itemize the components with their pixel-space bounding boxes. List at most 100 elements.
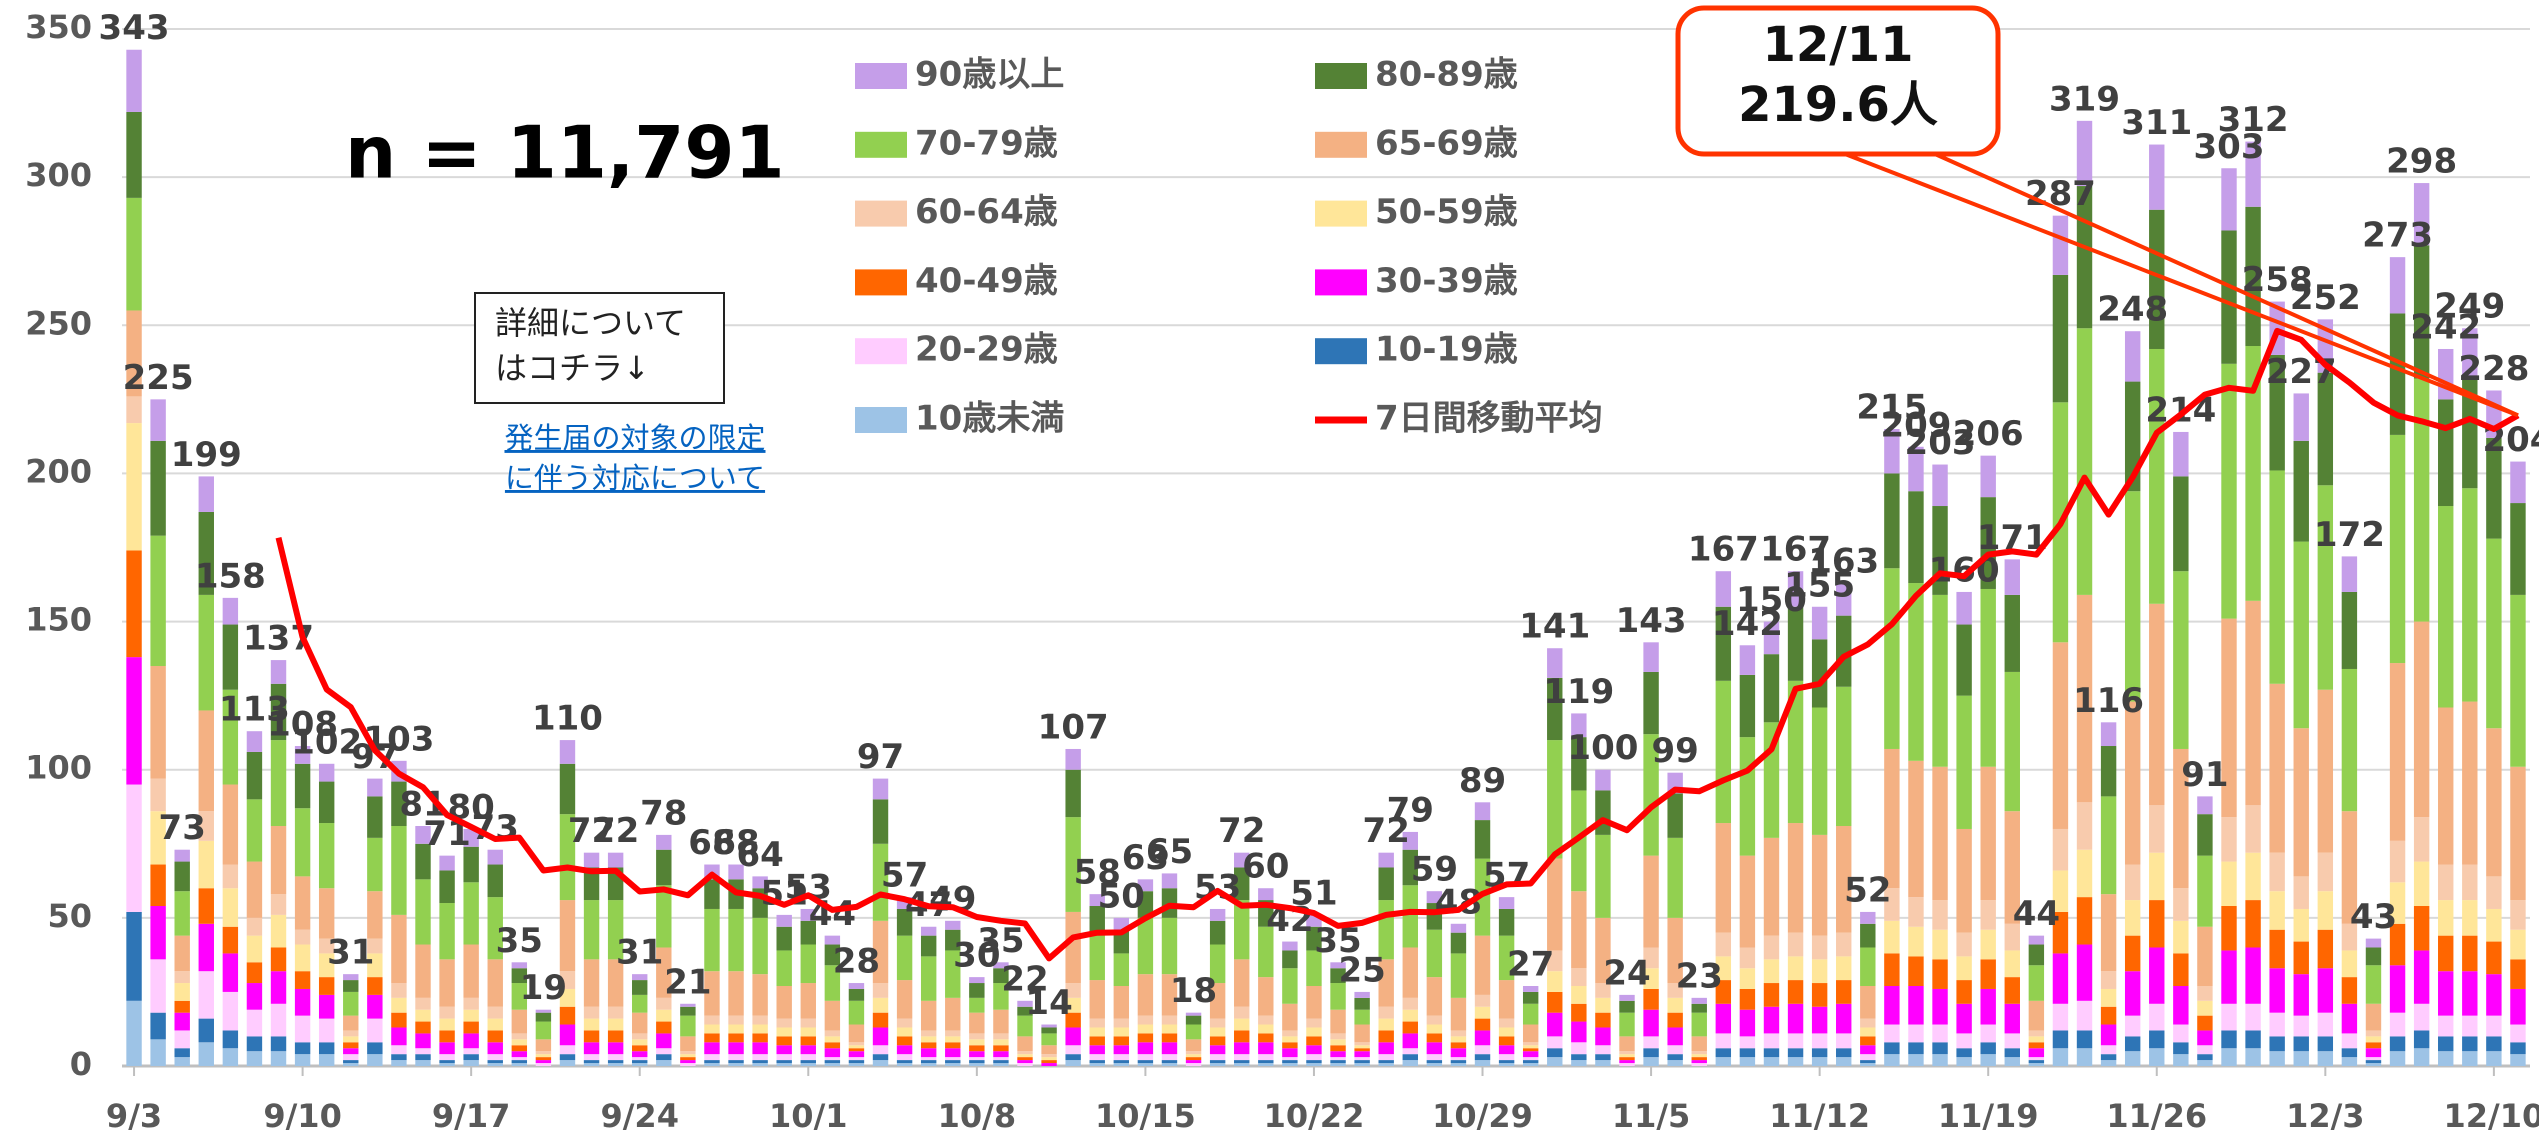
bar-segment bbox=[2293, 728, 2309, 877]
bar-segment bbox=[1595, 790, 1611, 835]
bar-segment bbox=[2293, 1036, 2309, 1052]
bar-segment bbox=[1234, 1054, 1250, 1061]
bar-segment bbox=[1474, 1045, 1491, 1055]
bar-segment bbox=[1522, 1003, 1539, 1025]
bar-segment bbox=[848, 1045, 865, 1049]
bar-segment bbox=[848, 1063, 865, 1066]
bar-segment bbox=[632, 1063, 648, 1066]
bar-segment bbox=[656, 997, 672, 1010]
bar-segment bbox=[2341, 1033, 2358, 1049]
bar-segment bbox=[776, 1045, 792, 1055]
bar-segment bbox=[535, 1054, 552, 1058]
bar-segment bbox=[1739, 988, 1756, 1010]
bar-segment bbox=[2076, 594, 2093, 803]
bar-segment bbox=[294, 746, 311, 764]
bar-segment bbox=[2317, 968, 2334, 1013]
bar-segment bbox=[728, 1060, 744, 1064]
bar-segment bbox=[367, 837, 383, 892]
bar-segment bbox=[607, 1063, 624, 1066]
bar-segment bbox=[680, 1060, 696, 1064]
bar-segment bbox=[993, 1057, 1009, 1061]
bar-segment bbox=[1402, 1060, 1418, 1066]
note-box bbox=[474, 292, 725, 404]
bar-segment bbox=[993, 1060, 1009, 1064]
bar-segment bbox=[800, 1063, 816, 1066]
bar-segment bbox=[1209, 1045, 1226, 1055]
legend-swatch bbox=[1315, 63, 1367, 89]
bar-segment bbox=[1787, 1003, 1804, 1034]
y-tick-label: 350 bbox=[25, 8, 92, 46]
bar-segment bbox=[150, 811, 166, 865]
bar-segment bbox=[920, 926, 937, 936]
bar-segment bbox=[198, 594, 214, 711]
bar-segment bbox=[1089, 906, 1105, 933]
bar-segment bbox=[246, 962, 263, 984]
bar-segment bbox=[2317, 485, 2334, 690]
bar-segment bbox=[2486, 908, 2502, 942]
bar-segment bbox=[318, 938, 335, 954]
legend-label: 70-79歳 bbox=[915, 123, 1058, 163]
y-tick-label: 200 bbox=[25, 452, 92, 490]
bar-segment bbox=[2438, 971, 2454, 1016]
bar-segment bbox=[391, 1045, 407, 1055]
bar-segment bbox=[2413, 1030, 2430, 1049]
bar-segment bbox=[367, 778, 383, 797]
bar-segment bbox=[1522, 986, 1539, 992]
bar-segment bbox=[1354, 1051, 1370, 1058]
bar-segment bbox=[656, 1021, 672, 1034]
bar-segment bbox=[848, 1051, 865, 1058]
bar-segment bbox=[2173, 571, 2189, 749]
bar-segment bbox=[1306, 1063, 1322, 1066]
bar-segment bbox=[896, 1045, 913, 1055]
bar-segment bbox=[1089, 1036, 1105, 1046]
bar-segment bbox=[1884, 473, 1900, 569]
bar-segment bbox=[487, 959, 503, 1007]
bar-segment bbox=[367, 938, 383, 954]
bar-segment bbox=[1691, 1051, 1707, 1055]
bar-segment bbox=[680, 1063, 696, 1066]
bar-segment bbox=[752, 917, 768, 975]
bar-segment bbox=[391, 997, 407, 1013]
bar-segment bbox=[728, 1033, 744, 1043]
bar-segment bbox=[1209, 1036, 1226, 1046]
link[interactable]: 発生届の対象の限定 bbox=[504, 421, 765, 455]
bar-segment bbox=[511, 1060, 528, 1064]
bar-segment bbox=[174, 935, 190, 972]
bar-segment bbox=[1089, 1060, 1105, 1064]
bar-segment bbox=[1619, 1063, 1635, 1066]
bar-segment bbox=[776, 1063, 792, 1066]
bar-segment bbox=[1498, 897, 1515, 909]
bar-segment bbox=[1234, 1006, 1250, 1019]
total-label: 51 bbox=[1290, 873, 1337, 913]
bar-segment bbox=[1884, 1042, 1900, 1055]
bar-segment bbox=[1234, 852, 1250, 868]
bar-segment bbox=[728, 908, 744, 972]
y-tick-label: 250 bbox=[25, 304, 92, 342]
bar-segment bbox=[1378, 1054, 1394, 1061]
bar-segment bbox=[1884, 986, 1900, 1025]
bar-segment bbox=[1258, 1054, 1274, 1061]
bar-segment bbox=[2462, 1051, 2478, 1066]
bar-segment bbox=[1113, 929, 1130, 954]
bar-segment bbox=[2197, 1045, 2213, 1055]
bar-segment bbox=[415, 843, 431, 880]
link[interactable]: に伴う対応について bbox=[505, 461, 765, 495]
bar-segment bbox=[1980, 929, 1996, 960]
bar-segment bbox=[2028, 965, 2045, 1001]
bar-segment bbox=[1282, 1030, 1298, 1037]
bar-segment bbox=[1354, 991, 1370, 998]
bar-segment bbox=[343, 1054, 359, 1061]
bar-segment bbox=[1884, 748, 1900, 889]
bar-segment bbox=[1113, 917, 1130, 930]
bar-segment bbox=[1258, 926, 1274, 978]
bar-segment bbox=[632, 994, 648, 1013]
total-label: 116 bbox=[2073, 681, 2144, 721]
bar-segment bbox=[1715, 606, 1732, 681]
bar-segment bbox=[1691, 1012, 1707, 1037]
bar-segment bbox=[1113, 1045, 1130, 1055]
bar-segment bbox=[583, 1006, 600, 1019]
bar-segment bbox=[294, 808, 311, 877]
bar-segment bbox=[1209, 1054, 1226, 1061]
bar-segment bbox=[2365, 938, 2382, 948]
bar-segment bbox=[294, 1054, 311, 1066]
